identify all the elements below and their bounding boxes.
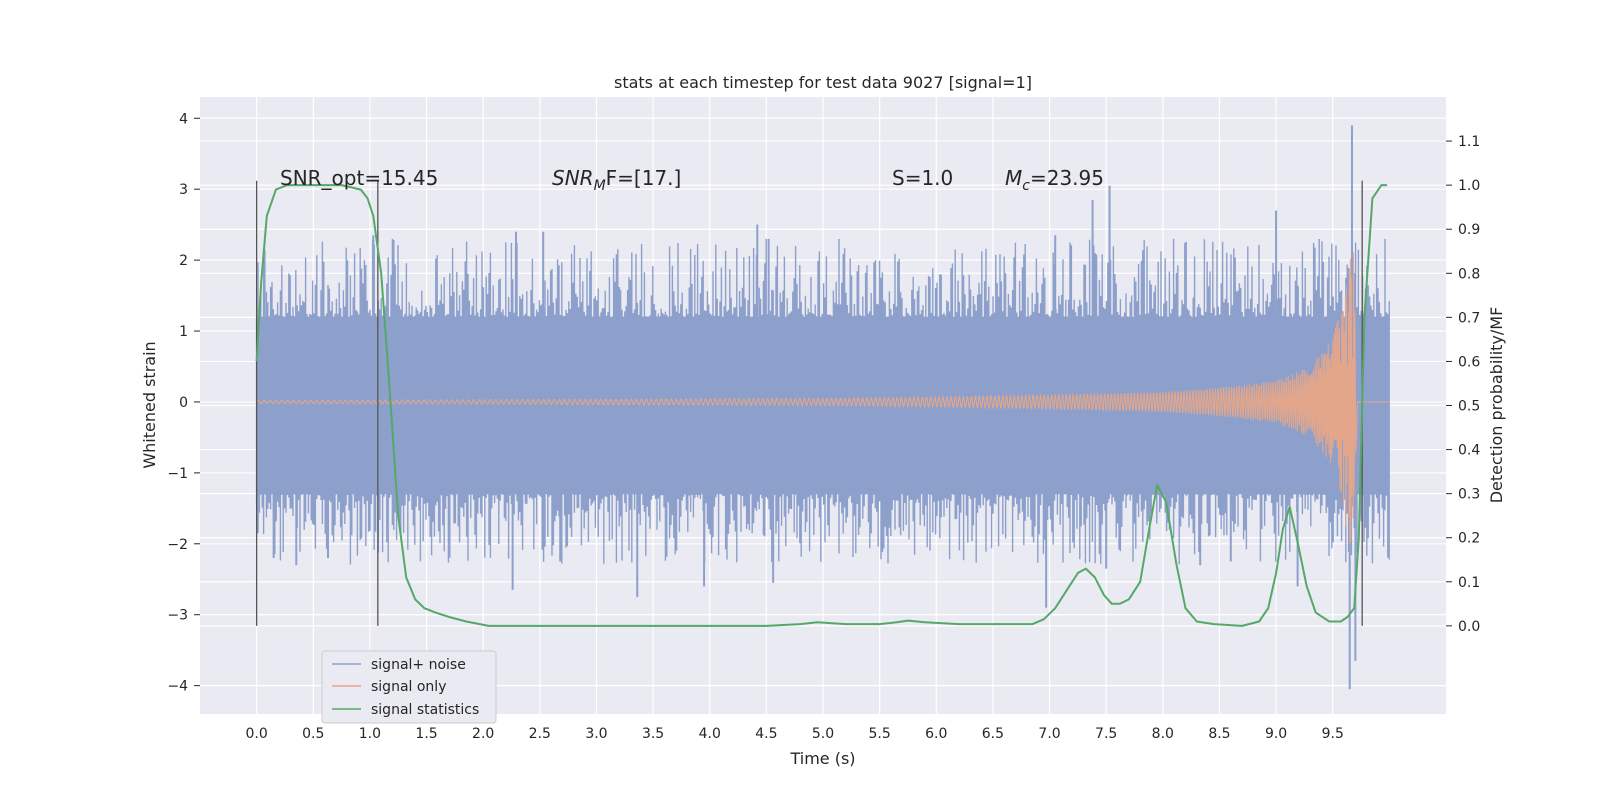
x-tick-label: 6.0	[925, 726, 947, 742]
y2-tick-label: 0.2	[1458, 531, 1480, 547]
x-tick-label: 3.0	[585, 726, 607, 742]
x-tick-labels: 0.0 0.5 1.0 1.5 2.0 2.5 3.0 3.5 4.0 4.5 5.0 5.5 6.0 6…	[246, 726, 1344, 742]
x-tick-label: 9.5	[1322, 726, 1344, 742]
signal-statistics-series	[255, 184, 1388, 627]
y-axis-label: Whitened strain	[140, 341, 159, 468]
y2-tick-label: 0.7	[1458, 310, 1480, 326]
y-tick-label: 3	[179, 182, 188, 198]
y-tick-label: 4	[179, 111, 188, 127]
y2-tick-label: 0.0	[1458, 619, 1480, 635]
x-tick-label: 3.5	[642, 726, 664, 742]
x-tick-label: 8.0	[1152, 726, 1174, 742]
x-tick-label: 1.5	[415, 726, 437, 742]
y2-tick-label: 0.3	[1458, 487, 1480, 503]
x-tick-label: 0.5	[302, 726, 324, 742]
x-tick-label: 6.5	[982, 726, 1004, 742]
annotation-snr-opt: SNR_opt=15.45	[280, 166, 438, 190]
annotation-snr-mf: SNRMF=[17.]	[552, 166, 681, 194]
y2-tick-label: 0.9	[1458, 222, 1480, 238]
x-tick-label: 4.5	[755, 726, 777, 742]
x-tick-label: 0.0	[246, 726, 268, 742]
x-tick-label: 5.5	[869, 726, 891, 742]
x-tick-label: 7.0	[1038, 726, 1060, 742]
y-tick-label: −4	[167, 679, 188, 695]
y-tick-label: −2	[167, 537, 188, 553]
x-tick-label: 7.5	[1095, 726, 1117, 742]
x-tick-label: 4.0	[699, 726, 721, 742]
y-tick-label: 2	[179, 253, 188, 269]
y2-tick-label: 1.0	[1458, 178, 1480, 194]
x-axis-label: Time (s)	[789, 749, 855, 768]
y-tick-label: 1	[179, 324, 188, 340]
y-tick-label: −3	[167, 608, 188, 624]
annotation-mc-base: M	[1005, 166, 1022, 190]
x-tick-label: 5.0	[812, 726, 834, 742]
annotation-snr-mf-sub: M	[594, 178, 606, 194]
legend: signal+ noise signal only signal statist…	[321, 650, 497, 724]
y-tick-label: 0	[179, 395, 188, 411]
y2-axis-label: Detection probability/MF	[1487, 307, 1506, 504]
y2-tick-label: 0.5	[1458, 399, 1480, 415]
annotation-snr-mf-base: SNR	[552, 166, 594, 190]
y2-tick-label: 0.6	[1458, 354, 1480, 370]
signal-only-series	[256, 252, 1390, 544]
y2-tick-label: 0.8	[1458, 266, 1480, 282]
y2-tick-label: 1.1	[1458, 134, 1480, 150]
legend-box	[321, 650, 497, 724]
y2-tick-label: 0.1	[1458, 575, 1480, 591]
annotation-mc: Mc=23.95	[1005, 166, 1104, 194]
annotation-mc-sub: c	[1022, 178, 1030, 194]
x-tick-label: 2.5	[529, 726, 551, 742]
annotation-snr-mf-rest: F=[17.]	[606, 166, 682, 190]
annotation-mc-rest: =23.95	[1030, 166, 1104, 190]
legend-label-statistics: signal statistics	[371, 702, 479, 718]
x-tick-label: 2.0	[472, 726, 494, 742]
y2-tick-labels: 0.0 0.1 0.2 0.3 0.4 0.5 0.6 0.7 0.8 0.9 1.0 1.1	[1446, 134, 1480, 635]
signal-only-line	[256, 252, 1390, 544]
y-tick-labels: −4 −3 −2 −1 0 1 2 3 4	[167, 111, 200, 695]
y2-tick-label: 0.4	[1458, 443, 1480, 459]
signal-statistics-line	[255, 184, 1388, 627]
x-tick-label: 8.5	[1208, 726, 1230, 742]
chart-title: stats at each timestep for test data 902…	[614, 73, 1032, 92]
x-tick-label: 9.0	[1265, 726, 1287, 742]
x-tick-label: 1.0	[359, 726, 381, 742]
legend-label-signal: signal only	[371, 679, 446, 695]
y-tick-label: −1	[167, 466, 188, 482]
annotation-s-value: S=1.0	[892, 166, 953, 190]
legend-label-noise: signal+ noise	[371, 657, 466, 673]
